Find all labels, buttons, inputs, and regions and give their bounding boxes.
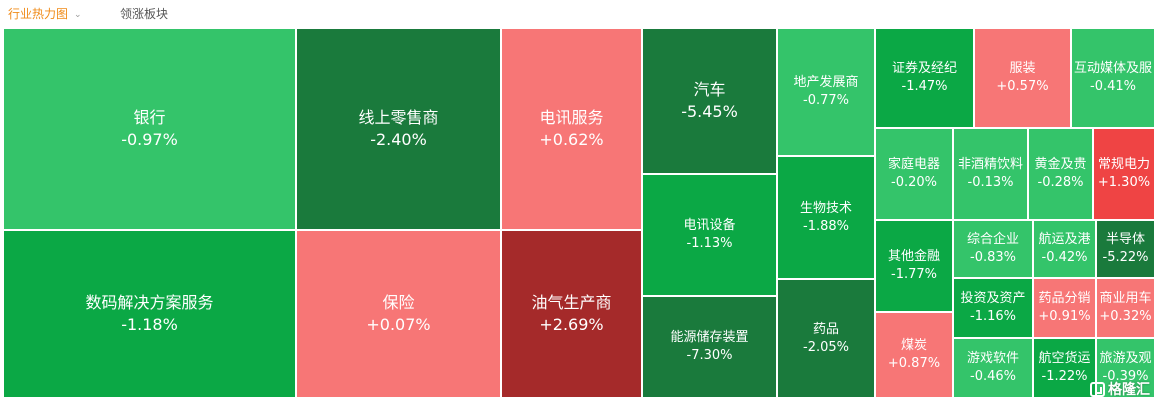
tile-change-percent: +0.87% [887,356,941,371]
heatmap-tile[interactable]: 服装 +0.57% [974,28,1071,128]
heatmap-header: 行业热力图 ⌄ 领涨板块 [0,0,1158,28]
heatmap-tile[interactable]: 电讯服务 +0.62% [501,28,642,230]
tile-sector-name: 旅游及观 [1099,351,1152,367]
tile-change-percent: -1.18% [121,315,178,334]
tile-change-percent: -1.47% [901,79,948,94]
tile-change-percent: -7.30% [686,348,733,363]
tile-sector-name: 地产发展商 [793,75,859,91]
heatmap-tile[interactable]: 银行 -0.97% [3,28,296,230]
tile-sector-name: 半导体 [1105,232,1145,248]
tile-change-percent: -1.22% [1041,369,1088,384]
tile-sector-name: 能源储存装置 [670,330,749,346]
heatmap-tile[interactable]: 能源储存装置 -7.30% [642,296,777,398]
tile-change-percent: -5.22% [1102,250,1149,265]
heatmap-tile[interactable]: 油气生产商 +2.69% [501,230,642,398]
tile-sector-name: 煤炭 [900,338,927,354]
heatmap-tile[interactable]: 汽车 -5.45% [642,28,777,174]
tile-sector-name: 黄金及贵 [1034,157,1087,173]
heatmap-tile[interactable]: 常规电力 +1.30% [1093,128,1155,220]
tile-change-percent: -1.16% [970,309,1016,324]
tile-change-percent: +0.32% [1099,309,1152,324]
heatmap-tile[interactable]: 家庭电器 -0.20% [875,128,953,220]
tile-sector-name: 电讯服务 [539,108,604,128]
tile-change-percent: -0.83% [970,250,1016,265]
tile-sector-name: 非酒精饮料 [957,157,1023,173]
tile-change-percent: -1.77% [891,267,937,282]
tile-change-percent: -2.40% [370,130,427,149]
heatmap-tile[interactable]: 非酒精饮料 -0.13% [953,128,1028,220]
heatmap-tile[interactable]: 投资及资产 -1.16% [953,278,1033,338]
heatmap-tile[interactable]: 证券及经纪 -1.47% [875,28,974,128]
tile-sector-name: 投资及资产 [960,291,1026,307]
tile-change-percent: -0.42% [1041,250,1088,265]
heatmap-tile[interactable]: 互动媒体及服 -0.41% [1071,28,1155,128]
tile-sector-name: 银行 [133,108,166,128]
tile-change-percent: -2.05% [803,339,849,355]
tile-change-percent: -0.20% [891,175,937,190]
heatmap-tile[interactable]: 半导体 -5.22% [1096,220,1155,278]
tile-change-percent: -0.41% [1090,79,1136,94]
tile-sector-name: 航运及港 [1038,232,1091,248]
tile-change-percent: -1.13% [686,236,733,251]
tile-sector-name: 电讯设备 [683,218,736,234]
heatmap-tile[interactable]: 综合企业 -0.83% [953,220,1033,278]
heatmap-tile[interactable]: 航空货运 -1.22% [1033,338,1096,398]
heatmap-tile[interactable]: 航运及港 -0.42% [1033,220,1096,278]
tile-change-percent: +0.57% [996,79,1049,94]
tile-sector-name: 综合企业 [966,232,1019,248]
tile-change-percent: -0.39% [1102,369,1149,384]
heatmap-tile[interactable]: 生物技术 -1.88% [777,156,875,279]
tile-change-percent: +2.69% [539,315,604,334]
tab-industry-heatmap-label: 行业热力图 [8,7,69,21]
heatmap-tile[interactable]: 药品分销 +0.91% [1033,278,1096,338]
heatmap-tile[interactable]: 黄金及贵 -0.28% [1028,128,1093,220]
tile-change-percent: +1.30% [1097,175,1151,190]
tile-sector-name: 游戏软件 [966,351,1019,367]
heatmap-tile[interactable]: 线上零售商 -2.40% [296,28,501,230]
heatmap-tile[interactable]: 药品 -2.05% [777,279,875,398]
tile-sector-name: 航空货运 [1038,351,1091,367]
tile-change-percent: +0.07% [366,315,431,334]
tile-change-percent: +0.62% [539,130,604,149]
tile-change-percent: -0.46% [970,369,1016,384]
tile-sector-name: 商业用车 [1099,291,1152,307]
tile-sector-name: 线上零售商 [358,108,439,128]
tab-industry-heatmap[interactable]: 行业热力图 ⌄ [8,6,82,23]
heatmap-tile[interactable]: 游戏软件 -0.46% [953,338,1033,398]
tile-sector-name: 药品分销 [1038,291,1091,307]
tile-sector-name: 药品 [812,321,839,337]
tile-change-percent: -0.13% [967,175,1014,190]
tile-sector-name: 证券及经纪 [891,61,957,77]
tile-change-percent: -0.97% [121,130,178,149]
heatmap-tile[interactable]: 其他金融 -1.77% [875,220,953,312]
heatmap-tile[interactable]: 保险 +0.07% [296,230,501,398]
tile-sector-name: 常规电力 [1097,157,1150,173]
tile-sector-name: 服装 [1009,61,1036,77]
tile-change-percent: -0.28% [1037,175,1084,190]
tile-sector-name: 生物技术 [799,200,852,216]
heatmap-tile[interactable]: 电讯设备 -1.13% [642,174,777,296]
heatmap-tile[interactable]: 旅游及观 -0.39% [1096,338,1155,398]
tile-sector-name: 数码解决方案服务 [85,293,214,313]
heatmap-tile[interactable]: 商业用车 +0.32% [1096,278,1155,338]
tile-sector-name: 互动媒体及服 [1073,61,1152,77]
tab-leading-sectors[interactable]: 领涨板块 [120,7,169,21]
industry-heatmap: 银行 -0.97% 数码解决方案服务 -1.18% 线上零售商 -2.40% 保险 +0.07… [3,28,1155,398]
heatmap-tile[interactable]: 数码解决方案服务 -1.18% [3,230,296,398]
tile-sector-name: 油气生产商 [531,293,612,313]
tile-sector-name: 汽车 [693,80,726,100]
tile-change-percent: +0.91% [1038,309,1091,324]
heatmap-tile[interactable]: 煤炭 +0.87% [875,312,953,398]
chevron-down-icon[interactable]: ⌄ [74,10,82,20]
tile-sector-name: 家庭电器 [887,157,940,173]
tile-change-percent: -1.88% [803,218,849,234]
tile-sector-name: 其他金融 [887,249,940,265]
tile-change-percent: -0.77% [803,93,849,108]
heatmap-tile[interactable]: 地产发展商 -0.77% [777,28,875,156]
tile-change-percent: -5.45% [681,102,738,121]
tile-sector-name: 保险 [382,293,415,313]
